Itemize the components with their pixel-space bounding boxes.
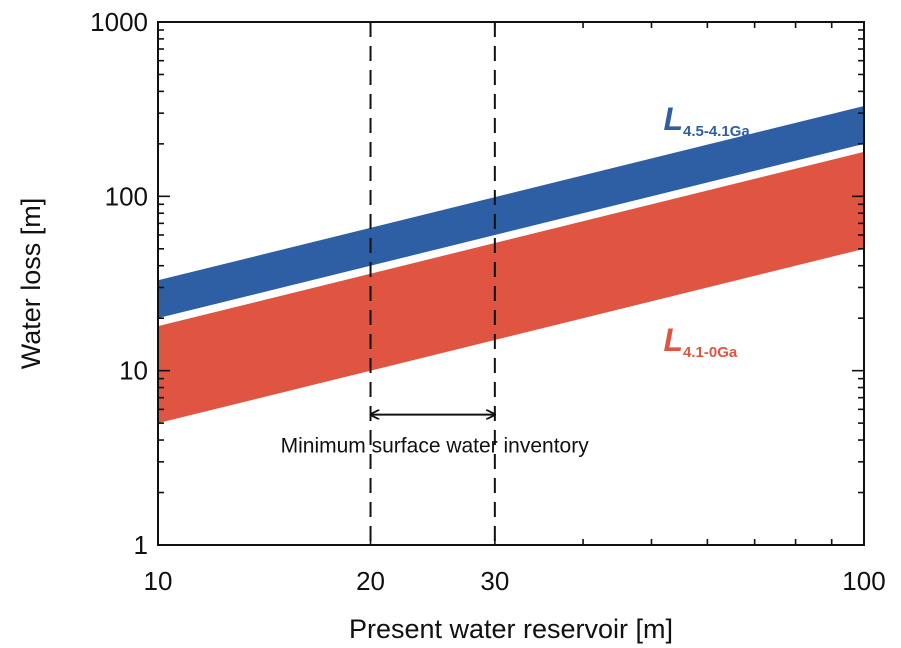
series-label-early-sub: 4.5-4.1Ga <box>683 123 750 140</box>
series-label-late-main: L <box>663 322 683 358</box>
y-tick-label: 1 <box>134 530 148 560</box>
series-label-late: L4.1-0Ga <box>663 322 737 361</box>
y-tick-label: 10 <box>119 356 148 386</box>
band-late <box>158 151 864 424</box>
annotation-text: Minimum surface water inventory <box>281 435 590 458</box>
series-label-late-sub: 4.1-0Ga <box>683 344 738 361</box>
bands-layer <box>158 105 864 424</box>
y-tick-label: 1000 <box>90 7 148 37</box>
y-tick-label: 100 <box>105 181 148 211</box>
series-label-early-main: L <box>663 101 683 137</box>
reference-lines <box>369 22 496 545</box>
annotation: Minimum surface water inventory <box>281 415 590 458</box>
x-tick-label: 10 <box>144 566 173 596</box>
band-labels: L4.5-4.1Ga L4.1-0Ga <box>663 101 750 361</box>
band-early <box>158 105 864 319</box>
x-axis-title: Present water reservoir [m] <box>349 614 673 644</box>
x-tick-label: 100 <box>842 566 885 596</box>
x-tick-label: 20 <box>356 566 385 596</box>
y-axis-title: Water loss [m] <box>16 198 46 370</box>
plot-frame <box>157 21 865 546</box>
series-label-early: L4.5-4.1Ga <box>663 101 750 140</box>
tick-labels: 10 20 30 100 1 10 100 1000 <box>90 7 886 596</box>
x-tick-label: 30 <box>480 566 509 596</box>
